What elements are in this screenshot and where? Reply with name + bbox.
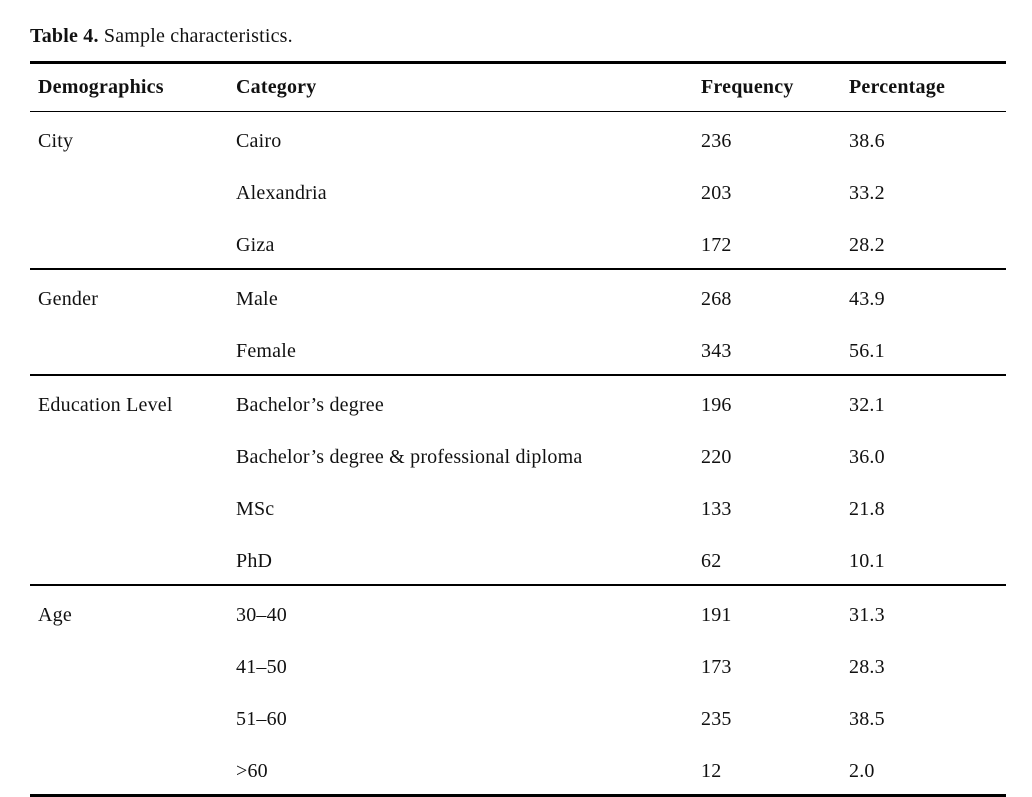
frequency-cell: 191 [701,603,732,626]
frequency-cell: 220 [701,445,732,468]
category-cell: Cairo [236,129,282,152]
frequency-cell: 12 [701,759,722,782]
demographic-cell [30,480,228,532]
sample-characteristics-table: Demographics Category Frequency Percenta… [30,61,1006,797]
table-row: Female 343 56.1 [30,322,1006,375]
demographic-cell: City [38,129,74,152]
table-row: MSc 133 21.8 [30,480,1006,532]
percentage-cell: 56.1 [849,339,885,362]
header-frequency: Frequency [693,62,841,112]
document-page: Table 4. Sample characteristics. Demogra… [30,25,1006,797]
table-row: Giza 172 28.2 [30,216,1006,269]
table-row: Age 30–40 191 31.3 [30,585,1006,638]
table-caption-text: Sample characteristics. [103,25,293,47]
table-row: City Cairo 236 38.6 [30,112,1006,165]
table-row: Education Level Bachelor’s degree 196 32.1 [30,375,1006,428]
frequency-cell: 268 [701,287,732,310]
percentage-cell: 21.8 [849,497,885,520]
demographic-cell [30,216,228,269]
category-cell: Alexandria [236,181,327,204]
table-header: Demographics Category Frequency Percenta… [30,62,1006,112]
percentage-cell: 38.6 [849,129,885,152]
frequency-cell: 235 [701,707,732,730]
demographic-cell [30,638,228,690]
table-caption: Table 4. Sample characteristics. [30,24,1006,48]
category-cell: 51–60 [236,707,287,730]
frequency-cell: 196 [701,393,732,416]
demographic-cell [30,690,228,742]
percentage-cell: 10.1 [849,549,885,572]
table-group: Age 30–40 191 31.3 41–50 173 28.3 51–60 235 38.5 >… [30,585,1006,796]
category-cell: PhD [236,549,273,572]
table-row: >60 12 2.0 [30,742,1006,796]
demographic-cell: Age [38,603,72,626]
demographic-cell [30,322,228,375]
percentage-cell: 28.3 [849,655,885,678]
percentage-cell: 36.0 [849,445,885,468]
frequency-cell: 133 [701,497,732,520]
table-row: 41–50 173 28.3 [30,638,1006,690]
table-group: Education Level Bachelor’s degree 196 32.1 B… [30,375,1006,585]
demographic-cell: Education Level [38,393,173,416]
percentage-cell: 38.5 [849,707,885,730]
percentage-cell: 2.0 [849,759,875,782]
category-cell: Female [236,339,297,362]
category-cell: MSc [236,497,275,520]
frequency-cell: 172 [701,233,732,256]
category-cell: Male [236,287,278,310]
category-cell: Bachelor’s degree & professional diploma [236,445,583,468]
table-caption-label: Table 4. [30,25,99,47]
category-cell: 41–50 [236,655,287,678]
table-row: PhD 62 10.1 [30,532,1006,585]
demographic-cell [30,742,228,796]
demographic-cell [30,164,228,216]
percentage-cell: 28.2 [849,233,885,256]
category-cell: Giza [236,233,275,256]
demographic-cell: Gender [38,287,99,310]
table-row: 51–60 235 38.5 [30,690,1006,742]
table-group: City Cairo 236 38.6 Alexandria 203 33.2 Giza 172… [30,112,1006,270]
header-percentage: Percentage [841,62,1006,112]
table-row: Bachelor’s degree & professional diploma… [30,428,1006,480]
frequency-cell: 343 [701,339,732,362]
category-cell: 30–40 [236,603,287,626]
percentage-cell: 43.9 [849,287,885,310]
header-row: Demographics Category Frequency Percenta… [30,62,1006,112]
table-row: Gender Male 268 43.9 [30,269,1006,322]
frequency-cell: 203 [701,181,732,204]
table-row: Alexandria 203 33.2 [30,164,1006,216]
frequency-cell: 236 [701,129,732,152]
table-group: Gender Male 268 43.9 Female 343 56.1 [30,269,1006,375]
header-category: Category [228,62,693,112]
percentage-cell: 31.3 [849,603,885,626]
category-cell: >60 [236,759,268,782]
frequency-cell: 173 [701,655,732,678]
frequency-cell: 62 [701,549,722,572]
header-demographics: Demographics [30,62,228,112]
category-cell: Bachelor’s degree [236,393,384,416]
percentage-cell: 33.2 [849,181,885,204]
demographic-cell [30,428,228,480]
demographic-cell [30,532,228,585]
percentage-cell: 32.1 [849,393,885,416]
